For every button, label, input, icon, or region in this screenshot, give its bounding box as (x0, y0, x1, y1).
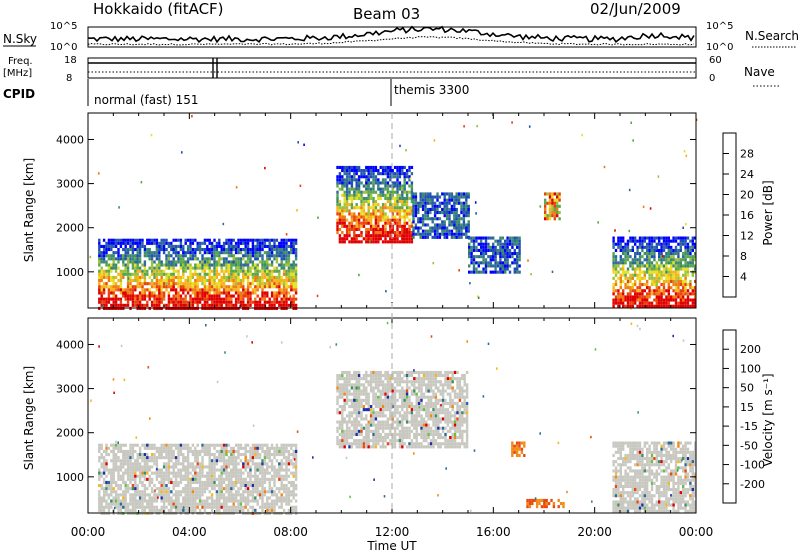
nsky-trace (87, 25, 695, 44)
nsearch-tick-bottom: 10^0 (706, 42, 733, 53)
ytick-label: 4000 (56, 133, 84, 146)
colorbar-tick: 16 (740, 209, 754, 222)
ytick-label: 1000 (56, 266, 84, 279)
xtick-label: 12:00 (375, 525, 410, 539)
colorbar-tick: 20 (740, 189, 754, 202)
colorbar-tick: 24 (740, 168, 754, 181)
cpid-mode-1: normal (fast) 151 (94, 93, 198, 107)
date-title: 02/Jun/2009 (590, 0, 681, 18)
colorbar-tick: 50 (740, 382, 754, 395)
colorbar-tick: -100 (740, 459, 765, 472)
nsky-tick-top: 10^5 (50, 21, 77, 32)
xtick-label: 00:00 (679, 525, 714, 539)
colorbar-tick: 15 (740, 401, 754, 414)
ytick-label: 4000 (56, 338, 84, 351)
freq-tick-bottom: 8 (66, 73, 72, 84)
colorbar-tick: 4 (740, 271, 747, 284)
power-panel: 1000 2000 3000 4000 Slant Range [km] 28 24 20… (22, 112, 775, 310)
xtick-label: 20:00 (577, 525, 612, 539)
nsearch-label: N.Search (745, 29, 799, 43)
beam-title: Beam 03 (353, 5, 420, 23)
ytick-label: 1000 (56, 471, 84, 484)
cpid-mode-2: themis 3300 (394, 83, 469, 97)
nsearch-tick-top: 10^5 (706, 21, 733, 32)
nsky-tick-bottom: 10^0 (50, 42, 77, 53)
nsky-panel: N.Sky 10^5 10^0 10^5 10^0 N.Search (3, 21, 799, 53)
colorbar-tick: -50 (740, 439, 758, 452)
cpid-panel: CPID normal (fast) 151 themis 3300 (3, 79, 469, 107)
freq-panel: Freq. [MHz] 18 8 60 0 Nave (3, 55, 780, 87)
colorbar-tick: 8 (740, 250, 747, 263)
freq-tick-top: 18 (64, 55, 77, 66)
xtick-label: 04:00 (172, 525, 207, 539)
ytick-label: 3000 (56, 178, 84, 191)
xtick-label: 08:00 (273, 525, 308, 539)
cpid-label: CPID (3, 87, 35, 101)
ytick-label: 2000 (56, 427, 84, 440)
velocity-ylabel: Slant Range [km] (22, 366, 36, 470)
colorbar-tick: 12 (740, 230, 754, 243)
x-axis-label: Time UT (366, 539, 417, 553)
colorbar-tick: 200 (740, 343, 761, 356)
freq-label-2: [MHz] (3, 68, 32, 79)
nave-label: Nave (744, 65, 775, 79)
ytick-label: 3000 (56, 383, 84, 396)
colorbar-tick: 100 (740, 362, 761, 375)
station-title: Hokkaido (fitACF) (93, 0, 224, 18)
colorbar-tick: 28 (740, 148, 754, 161)
xtick-label: 16:00 (476, 525, 511, 539)
velocity-panel: 1000 2000 3000 4000 Slant Range [km] 200 100… (22, 317, 775, 553)
freq-label-1: Freq. (8, 56, 33, 67)
nsky-label: N.Sky (3, 32, 37, 46)
power-ylabel: Slant Range [km] (22, 158, 36, 262)
nsearch-trace (87, 36, 695, 46)
nave-tick-top: 60 (709, 55, 722, 66)
velocity-cbar-label: Velocity [m s⁻¹] (761, 373, 775, 466)
nave-tick-bottom: 0 (709, 73, 715, 84)
colorbar-tick: -200 (740, 478, 765, 491)
colorbar-tick: -15 (740, 420, 758, 433)
ytick-label: 2000 (56, 222, 84, 235)
xtick-label: 00:00 (71, 525, 106, 539)
power-cbar-label: Power [dB] (761, 180, 775, 245)
